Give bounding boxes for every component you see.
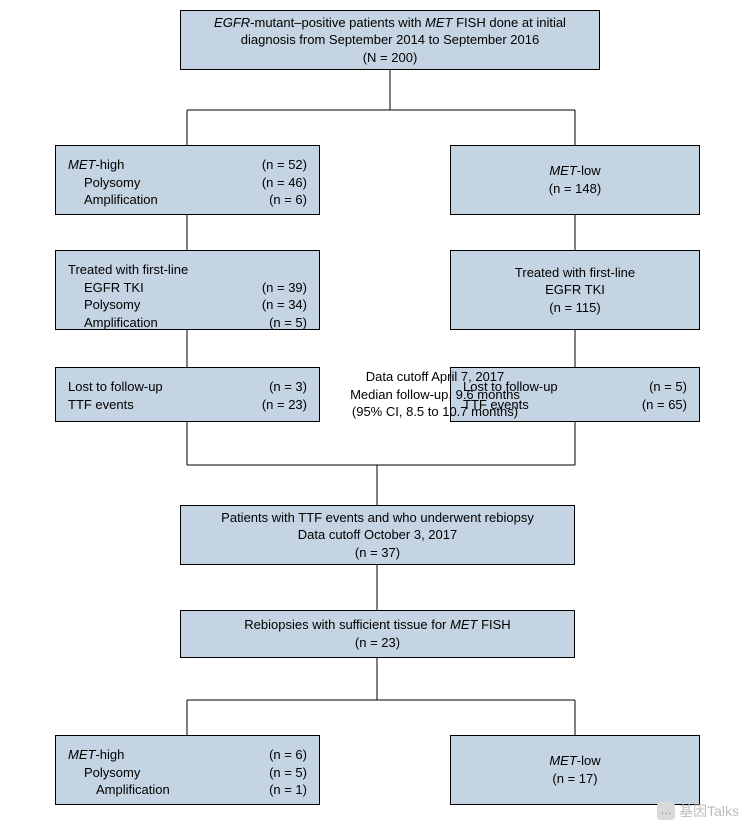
node-line: (n = 148) <box>549 180 601 198</box>
node-line: MET-low <box>549 752 600 770</box>
node-row: MET-high(n = 6) <box>68 746 307 764</box>
node-line: diagnosis from September 2014 to Septemb… <box>241 31 539 49</box>
node-row: Amplification(n = 5) <box>68 314 307 332</box>
flow-node-rebiopsy_fish: Rebiopsies with sufficient tissue for ME… <box>180 610 575 658</box>
flow-node-met_high: MET-high(n = 52)Polysomy(n = 46)Amplific… <box>55 145 320 215</box>
center-annotation: Data cutoff April 7, 2017Median follow-u… <box>330 368 540 421</box>
flow-node-ttf_rebiopsy: Patients with TTF events and who underwe… <box>180 505 575 565</box>
node-row: Amplification(n = 1) <box>68 781 307 799</box>
node-line: (N = 200) <box>363 49 418 67</box>
node-row: Treated with first-line <box>68 261 307 279</box>
node-line: Patients with TTF events and who underwe… <box>221 509 534 527</box>
watermark-icon: … <box>657 802 675 820</box>
node-line: Rebiopsies with sufficient tissue for ME… <box>244 616 510 634</box>
node-line: (n = 37) <box>355 544 400 562</box>
node-row: MET-high(n = 52) <box>68 156 307 174</box>
node-row: EGFR TKI(n = 39) <box>68 279 307 297</box>
node-row: Polysomy(n = 46) <box>68 174 307 192</box>
node-row: TTF events(n = 23) <box>68 396 307 414</box>
annotation-line: Data cutoff April 7, 2017 <box>330 368 540 386</box>
node-line: EGFR TKI <box>545 281 605 299</box>
node-line: Data cutoff October 3, 2017 <box>298 526 457 544</box>
watermark: … 基因Talks <box>657 801 739 821</box>
flow-node-high_treated: Treated with first-lineEGFR TKI(n = 39)P… <box>55 250 320 330</box>
node-line: MET-low <box>549 162 600 180</box>
node-row: Polysomy(n = 5) <box>68 764 307 782</box>
node-line: (n = 17) <box>552 770 597 788</box>
flow-node-high_lost: Lost to follow-up(n = 3)TTF events(n = 2… <box>55 367 320 422</box>
annotation-line: Median follow-up, 9.6 months <box>330 386 540 404</box>
watermark-text: 基因Talks <box>679 801 739 821</box>
flow-node-low_treated: Treated with first-lineEGFR TKI(n = 115) <box>450 250 700 330</box>
flow-node-met_low: MET-low(n = 148) <box>450 145 700 215</box>
flow-node-top: EGFR-mutant–positive patients with MET F… <box>180 10 600 70</box>
node-row: Amplification(n = 6) <box>68 191 307 209</box>
node-row: Polysomy(n = 34) <box>68 296 307 314</box>
node-line: (n = 115) <box>549 299 600 317</box>
node-line: Treated with first-line <box>515 264 635 282</box>
node-line: EGFR-mutant–positive patients with MET F… <box>214 14 566 32</box>
flow-node-final_high: MET-high(n = 6)Polysomy(n = 5)Amplificat… <box>55 735 320 805</box>
flow-node-final_low: MET-low(n = 17) <box>450 735 700 805</box>
annotation-line: (95% CI, 8.5 to 10.7 months) <box>330 403 540 421</box>
node-line: (n = 23) <box>355 634 400 652</box>
node-row: Lost to follow-up(n = 3) <box>68 378 307 396</box>
